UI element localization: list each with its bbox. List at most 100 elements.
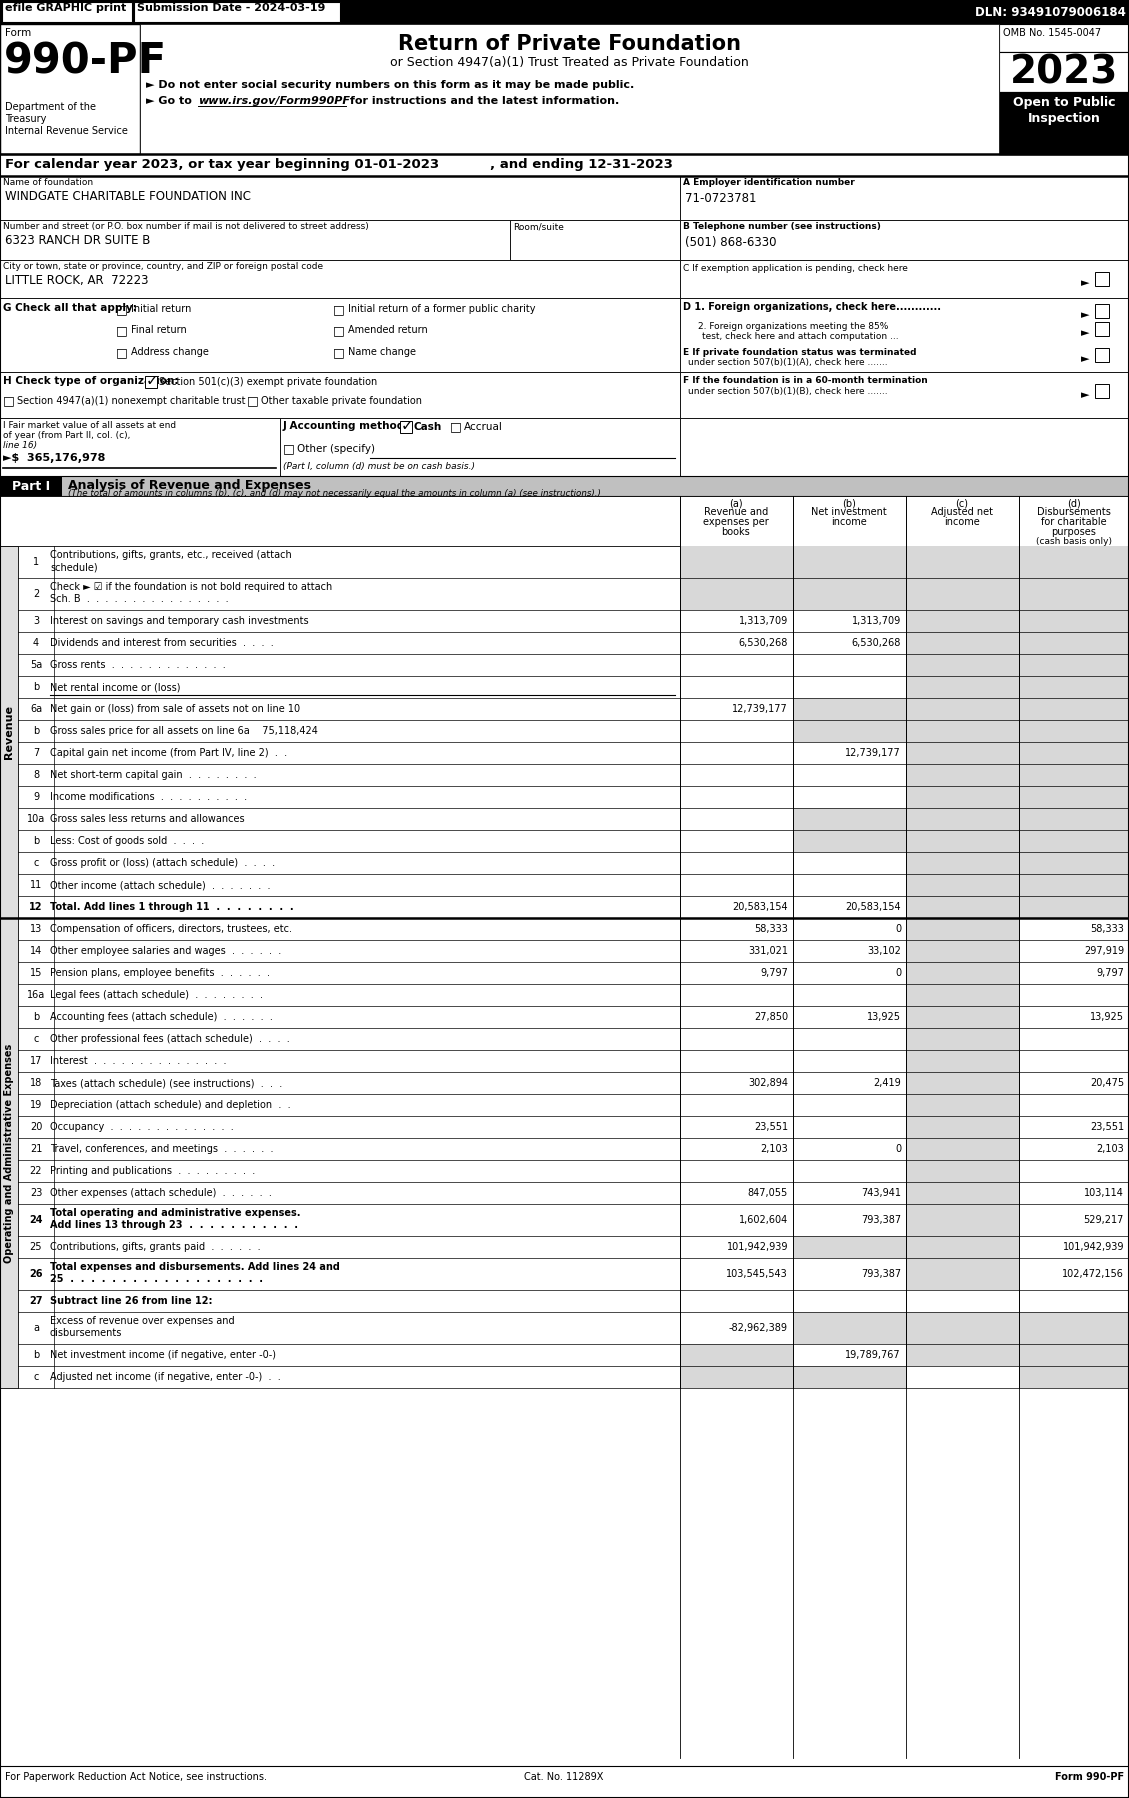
Text: WINDGATE CHARITABLE FOUNDATION INC: WINDGATE CHARITABLE FOUNDATION INC xyxy=(5,191,251,203)
Text: (b): (b) xyxy=(842,498,856,509)
Text: Internal Revenue Service: Internal Revenue Service xyxy=(5,126,128,137)
Bar xyxy=(1019,831,1129,852)
Text: Compensation of officers, directors, trustees, etc.: Compensation of officers, directors, tru… xyxy=(50,924,292,933)
Text: 103,114: 103,114 xyxy=(1084,1188,1124,1197)
Text: or Section 4947(a)(1) Trust Treated as Private Foundation: or Section 4947(a)(1) Trust Treated as P… xyxy=(390,56,749,68)
Bar xyxy=(1019,577,1129,610)
Text: Disbursements: Disbursements xyxy=(1038,507,1111,518)
Text: 101,942,939: 101,942,939 xyxy=(1062,1242,1124,1251)
Text: 9,797: 9,797 xyxy=(760,967,788,978)
Bar xyxy=(905,764,1019,786)
Bar xyxy=(793,831,905,852)
Text: D 1. Foreign organizations, check here............: D 1. Foreign organizations, check here..… xyxy=(683,302,940,313)
Bar xyxy=(793,577,905,610)
Text: J Accounting method:: J Accounting method: xyxy=(283,421,410,432)
Text: H Check type of organization:: H Check type of organization: xyxy=(3,376,178,387)
Bar xyxy=(905,1093,1019,1117)
Text: Final return: Final return xyxy=(131,325,186,334)
Text: c: c xyxy=(34,1034,38,1045)
Text: c: c xyxy=(34,1372,38,1383)
Text: 10a: 10a xyxy=(27,814,45,823)
Bar xyxy=(680,1366,793,1388)
Text: Dividends and interest from securities  .  .  .  .: Dividends and interest from securities .… xyxy=(50,638,273,647)
Text: Part I: Part I xyxy=(12,480,50,493)
Text: of year (from Part II, col. (c),: of year (from Part II, col. (c), xyxy=(3,432,130,441)
Bar xyxy=(905,1050,1019,1072)
Bar xyxy=(1019,1343,1129,1366)
Text: (501) 868-6330: (501) 868-6330 xyxy=(685,236,777,248)
Text: G Check all that apply:: G Check all that apply: xyxy=(3,304,137,313)
Text: B Telephone number (see instructions): B Telephone number (see instructions) xyxy=(683,221,881,230)
Text: 102,472,156: 102,472,156 xyxy=(1062,1269,1124,1278)
Text: ► Go to: ► Go to xyxy=(146,95,195,106)
Text: 27,850: 27,850 xyxy=(754,1012,788,1021)
Text: Name of foundation: Name of foundation xyxy=(3,178,93,187)
Text: □: □ xyxy=(116,324,128,336)
Text: 8: 8 xyxy=(33,770,40,780)
Bar xyxy=(1019,547,1129,577)
Text: F If the foundation is in a 60-month termination: F If the foundation is in a 60-month ter… xyxy=(683,376,928,385)
Text: 12,739,177: 12,739,177 xyxy=(733,705,788,714)
Bar xyxy=(999,52,1129,92)
Text: Gross profit or (loss) (attach schedule)  .  .  .  .: Gross profit or (loss) (attach schedule)… xyxy=(50,858,275,868)
Bar xyxy=(140,23,999,155)
Text: Excess of revenue over expenses and: Excess of revenue over expenses and xyxy=(50,1316,235,1325)
Text: , and ending 12-31-2023: , and ending 12-31-2023 xyxy=(490,158,673,171)
Bar xyxy=(134,2,340,22)
Bar xyxy=(680,176,1129,219)
Text: 5a: 5a xyxy=(29,660,42,671)
Bar xyxy=(905,719,1019,743)
Text: Add lines 13 through 23  .  .  .  .  .  .  .  .  .  .  .: Add lines 13 through 23 . . . . . . . . … xyxy=(50,1221,298,1230)
Bar xyxy=(905,874,1019,895)
Text: (a): (a) xyxy=(729,498,743,509)
Bar xyxy=(0,23,1129,155)
Bar xyxy=(145,376,157,388)
Text: 33,102: 33,102 xyxy=(867,946,901,957)
Bar xyxy=(1095,322,1109,336)
Bar xyxy=(793,1313,905,1343)
Bar xyxy=(905,895,1019,919)
Text: □: □ xyxy=(333,304,344,316)
Text: OMB No. 1545-0047: OMB No. 1545-0047 xyxy=(1003,29,1101,38)
Text: 25: 25 xyxy=(29,1242,42,1251)
Bar xyxy=(1019,676,1129,698)
Text: income: income xyxy=(831,518,867,527)
Bar xyxy=(1019,654,1129,676)
Text: 11: 11 xyxy=(29,879,42,890)
Text: 20: 20 xyxy=(29,1122,42,1133)
Text: Net investment: Net investment xyxy=(811,507,887,518)
Bar xyxy=(793,1366,905,1388)
Text: (Part I, column (d) must be on cash basis.): (Part I, column (d) must be on cash basi… xyxy=(283,462,475,471)
Text: Pension plans, employee benefits  .  .  .  .  .  .: Pension plans, employee benefits . . . .… xyxy=(50,967,270,978)
Text: Gross sales price for all assets on line 6a    75,118,424: Gross sales price for all assets on line… xyxy=(50,726,318,735)
Bar xyxy=(1019,895,1129,919)
Bar xyxy=(680,547,793,577)
Text: 12,739,177: 12,739,177 xyxy=(846,748,901,759)
Text: books: books xyxy=(721,527,751,538)
Text: □: □ xyxy=(333,345,344,360)
Bar xyxy=(905,1117,1019,1138)
Text: Other employee salaries and wages  .  .  .  .  .  .: Other employee salaries and wages . . . … xyxy=(50,946,281,957)
Bar xyxy=(905,1160,1019,1181)
Text: Section 4947(a)(1) nonexempt charitable trust: Section 4947(a)(1) nonexempt charitable … xyxy=(17,396,245,406)
Bar xyxy=(905,962,1019,984)
Text: 19: 19 xyxy=(29,1100,42,1109)
Text: 793,387: 793,387 xyxy=(861,1269,901,1278)
Text: a: a xyxy=(33,1323,40,1332)
Bar xyxy=(0,372,680,417)
Text: Accounting fees (attach schedule)  .  .  .  .  .  .: Accounting fees (attach schedule) . . . … xyxy=(50,1012,273,1021)
Text: 0: 0 xyxy=(895,924,901,933)
Text: Initial return: Initial return xyxy=(131,304,192,315)
Text: Operating and Administrative Expenses: Operating and Administrative Expenses xyxy=(5,1043,14,1262)
Text: disbursements: disbursements xyxy=(50,1329,122,1338)
Bar xyxy=(0,298,680,372)
Text: 0: 0 xyxy=(895,967,901,978)
Text: 22: 22 xyxy=(29,1165,42,1176)
Bar xyxy=(905,676,1019,698)
Bar xyxy=(510,219,680,261)
Text: expenses per: expenses per xyxy=(703,518,769,527)
Bar xyxy=(1019,633,1129,654)
Text: 743,941: 743,941 xyxy=(861,1188,901,1197)
Text: □: □ xyxy=(116,345,128,360)
Text: Subtract line 26 from line 12:: Subtract line 26 from line 12: xyxy=(50,1296,212,1305)
